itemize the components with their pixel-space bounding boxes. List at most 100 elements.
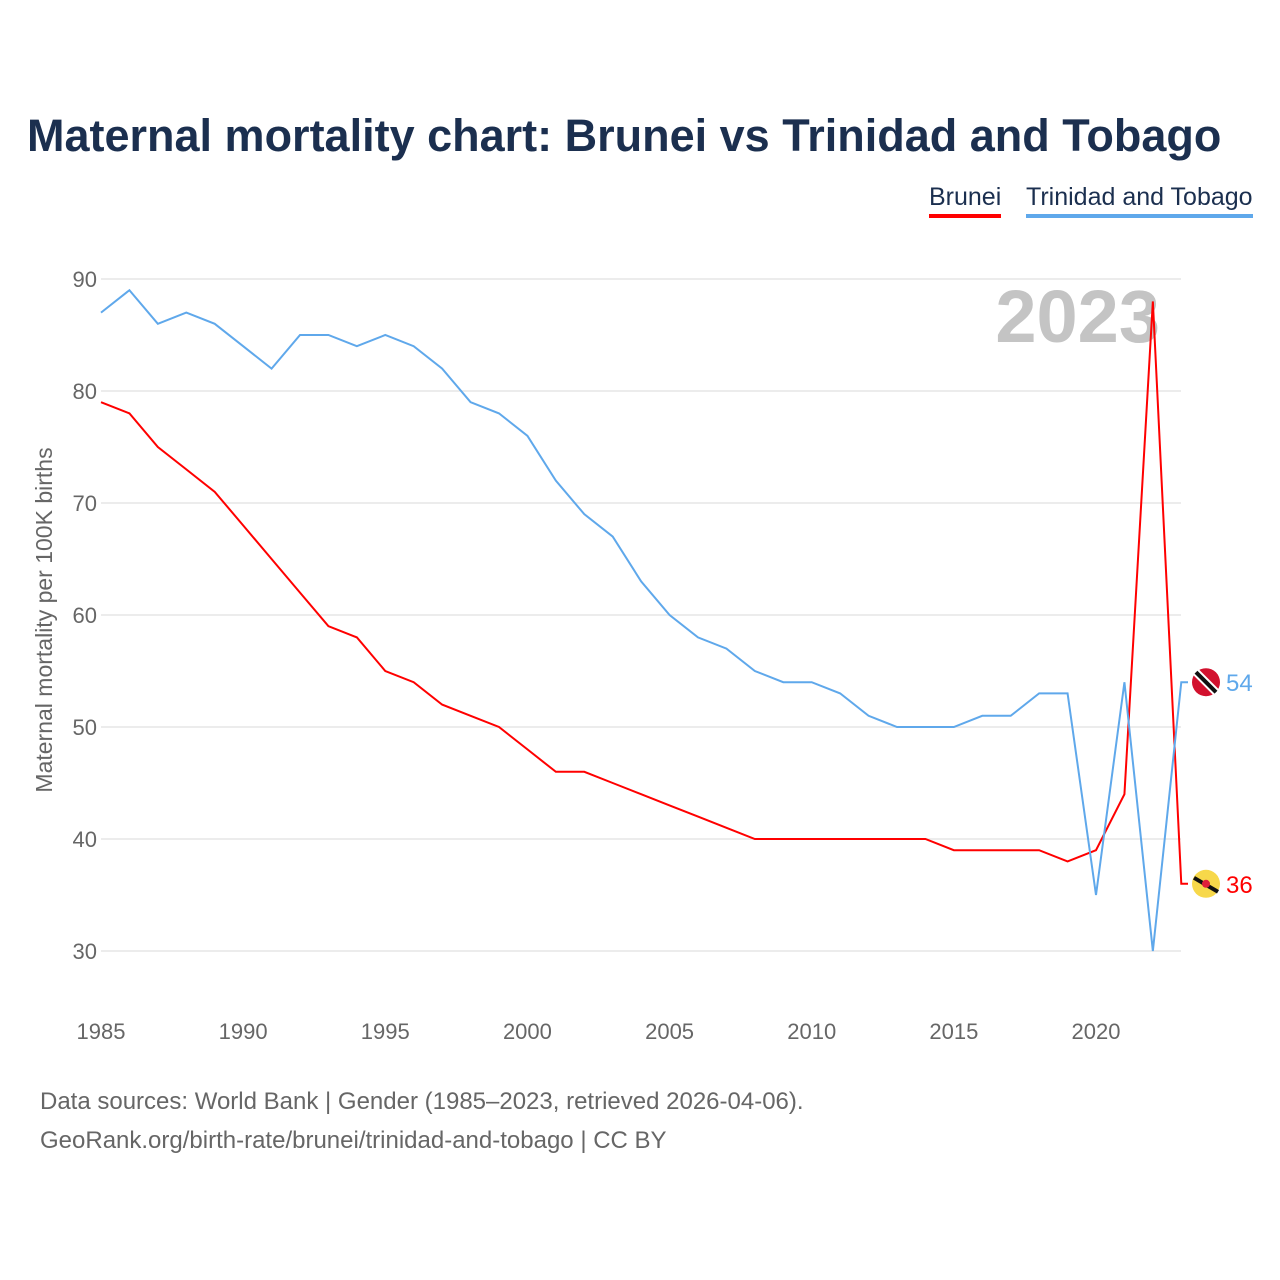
data-point <box>98 310 104 316</box>
end-value-label: 54 <box>1226 670 1253 697</box>
data-point <box>866 836 872 842</box>
data-point <box>411 343 417 349</box>
legend-trinidad[interactable]: Trinidad and Tobago <box>1026 183 1253 218</box>
x-tick-label: 2000 <box>503 1019 552 1044</box>
data-point <box>837 836 843 842</box>
data-point <box>979 847 985 853</box>
data-point <box>1008 713 1014 719</box>
data-point <box>496 724 502 730</box>
data-point <box>581 769 587 775</box>
data-point <box>269 556 275 562</box>
data-point <box>382 332 388 338</box>
data-point <box>1065 858 1071 864</box>
data-point <box>496 410 502 416</box>
data-point <box>638 791 644 797</box>
data-point <box>922 836 928 842</box>
x-tick-label: 2020 <box>1072 1019 1121 1044</box>
data-point <box>1178 679 1184 685</box>
data-point <box>866 713 872 719</box>
data-point <box>1036 690 1042 696</box>
data-point <box>1093 847 1099 853</box>
series-line-trinidad <box>100 288 1188 952</box>
footer-sources: Data sources: World Bank | Gender (1985–… <box>40 1088 804 1115</box>
data-point <box>297 332 303 338</box>
data-point <box>439 702 445 708</box>
data-point <box>325 332 331 338</box>
data-point <box>752 668 758 674</box>
x-tick-label: 2015 <box>929 1019 978 1044</box>
legend-brunei[interactable]: Brunei <box>929 183 1002 218</box>
data-point <box>894 724 900 730</box>
data-point <box>382 668 388 674</box>
data-point <box>325 623 331 629</box>
data-point <box>667 612 673 618</box>
data-point <box>809 679 815 685</box>
chart-title: Maternal mortality chart: Brunei vs Trin… <box>27 110 1222 161</box>
data-point <box>1150 948 1156 954</box>
data-point <box>468 399 474 405</box>
data-point <box>126 410 132 416</box>
y-tick-label: 80 <box>73 379 97 404</box>
x-tick-label: 2010 <box>787 1019 836 1044</box>
data-point <box>354 343 360 349</box>
data-point <box>780 836 786 842</box>
flag-emblem <box>1202 879 1210 888</box>
data-point <box>837 690 843 696</box>
data-point <box>553 478 559 484</box>
y-tick-label: 90 <box>73 267 97 292</box>
data-point <box>695 814 701 820</box>
data-point <box>240 343 246 349</box>
data-point <box>439 366 445 372</box>
data-point <box>1121 791 1127 797</box>
data-point <box>581 511 587 517</box>
data-point <box>183 310 189 316</box>
data-point <box>126 287 132 293</box>
data-point <box>1065 690 1071 696</box>
data-point <box>780 679 786 685</box>
data-point <box>524 746 530 752</box>
data-point <box>155 444 161 450</box>
footer-link[interactable]: GeoRank.org/birth-rate/brunei/trinidad-a… <box>40 1127 667 1154</box>
data-point <box>1093 892 1099 898</box>
data-point <box>610 780 616 786</box>
data-point <box>155 321 161 327</box>
data-point <box>809 836 815 842</box>
data-point <box>98 399 104 405</box>
x-tick-label: 1985 <box>77 1019 126 1044</box>
data-point <box>723 825 729 831</box>
data-point <box>1008 847 1014 853</box>
data-point <box>894 836 900 842</box>
data-point <box>1121 679 1127 685</box>
data-point <box>1178 881 1184 887</box>
data-point <box>979 713 985 719</box>
x-tick-label: 2005 <box>645 1019 694 1044</box>
data-point <box>411 679 417 685</box>
y-tick-label: 40 <box>73 827 97 852</box>
end-value-label: 36 <box>1226 872 1253 899</box>
data-point <box>354 634 360 640</box>
data-point <box>297 590 303 596</box>
data-point <box>269 366 275 372</box>
series-line-brunei <box>100 301 1188 885</box>
data-point <box>1150 298 1156 304</box>
data-point <box>240 522 246 528</box>
data-point <box>752 836 758 842</box>
data-point <box>922 724 928 730</box>
data-point <box>524 433 530 439</box>
data-point <box>695 634 701 640</box>
data-point <box>610 534 616 540</box>
data-point <box>1036 847 1042 853</box>
y-tick-label: 60 <box>73 603 97 628</box>
flag-stripe <box>1194 670 1218 694</box>
data-point <box>667 802 673 808</box>
data-point <box>951 724 957 730</box>
data-point <box>212 321 218 327</box>
data-point <box>468 713 474 719</box>
data-point <box>183 466 189 472</box>
data-point <box>553 769 559 775</box>
y-tick-label: 30 <box>73 939 97 964</box>
y-tick-label: 50 <box>73 715 97 740</box>
x-tick-label: 1990 <box>219 1019 268 1044</box>
